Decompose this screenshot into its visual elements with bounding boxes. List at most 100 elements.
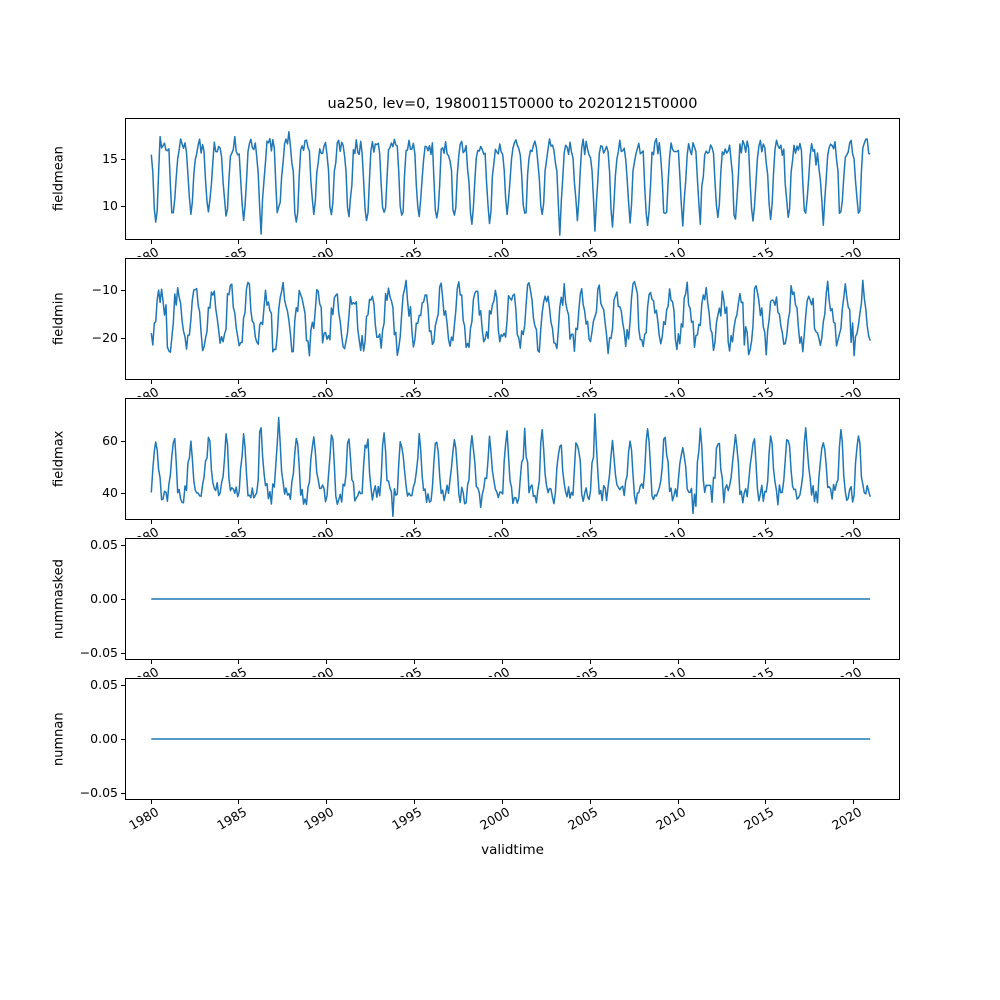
x-tick-label: 2010 [653,664,688,677]
y-tick-label: 40 [102,484,118,500]
x-tick-mark [326,380,328,384]
x-tick-mark [589,380,591,384]
x-tick-label: 1980 [126,804,162,833]
x-tick-mark [414,520,416,524]
x-tick-mark [501,800,503,804]
x-tick-mark [853,380,855,384]
x-tick-mark [326,240,328,244]
x-tick-mark [853,520,855,524]
x-tick-label: 1990 [302,244,337,257]
x-tick-mark [853,240,855,244]
x-tick-label: 2005 [565,244,600,257]
x-tick-label: 2020 [829,244,864,257]
x-tick-mark [326,520,328,524]
x-tick-label: 2000 [477,384,512,397]
x-tick-mark [501,380,503,384]
y-axis-label-fieldmax: fieldmax [51,430,67,488]
y-tick-mark [121,685,125,687]
x-tick-mark [501,660,503,664]
line-series-fieldmean [150,131,871,236]
x-tick-mark [238,800,240,804]
x-tick-label: 1995 [390,524,425,537]
x-tick-label: 1990 [302,664,337,677]
x-tick-mark [589,240,591,244]
x-tick-label: 2000 [477,524,512,537]
x-tick-mark [238,380,240,384]
x-tick-label: 2010 [653,804,689,833]
y-tick-mark [121,338,125,340]
subplot-fieldmin: fieldmin −10 −20 1980 1985 1990 1995 2000 2005 2… [0,258,1000,420]
line-series-fieldmin [150,279,871,357]
x-tick-strip: 1980 1985 1990 1995 2000 2005 2010 2015 2020 [0,661,1000,677]
x-tick-label: 2000 [477,804,513,833]
x-tick-label: 2020 [829,524,864,537]
x-tick-mark [238,240,240,244]
line-series-numnan [151,738,871,740]
x-tick-label: 2015 [741,524,776,537]
y-tick-mark [121,652,125,654]
x-tick-mark [326,660,328,664]
y-tick-label: 10 [102,198,118,214]
axes-numnan [125,678,900,800]
y-tick-label: 0.05 [90,537,118,553]
y-tick-mark [121,792,125,794]
x-tick-mark [677,380,679,384]
y-tick-label: 0.00 [90,591,118,606]
x-tick-mark [150,380,152,384]
line-series-nummasked [151,598,871,600]
x-tick-mark [414,800,416,804]
x-tick-label: 2010 [653,524,688,537]
y-tick-label: 0.05 [90,677,118,693]
x-tick-label: 1990 [302,384,337,397]
subplot-fieldmean: fieldmean 15 10 1980 1985 1990 1995 2000 2005 20… [0,118,1000,280]
y-tick-label: 60 [102,432,118,448]
line-series-fieldmax [150,413,871,518]
y-tick-mark [121,545,125,547]
x-tick-mark [765,660,767,664]
subplot-numnan: numnan 0.05 0.00 −0.05 1980 1985 1990 1995 2000… [0,678,1000,840]
axes-nummasked [125,538,900,660]
y-tick-label: −0.05 [79,644,118,660]
x-tick-mark [589,660,591,664]
y-tick-mark [121,599,125,600]
x-tick-mark [150,800,152,804]
x-tick-mark [414,380,416,384]
x-tick-label: 2020 [829,384,864,397]
x-tick-strip: 1980 1985 1990 1995 2000 2005 2010 2015 2020 [0,521,1000,537]
x-tick-label: 1995 [390,664,425,677]
y-axis-label-fieldmean: fieldmean [51,146,67,212]
x-tick-mark [150,660,152,664]
x-tick-mark [853,660,855,664]
x-tick-label: 2015 [741,664,776,677]
x-tick-label: 2010 [653,244,688,257]
x-tick-mark [150,240,152,244]
x-tick-label: 1985 [214,244,249,257]
x-tick-mark [238,520,240,524]
axes-fieldmean [125,118,900,240]
x-tick-label: 1995 [389,804,425,833]
y-tick-mark [121,440,125,442]
x-tick-strip: 1980 1985 1990 1995 2000 2005 2010 2015 2020 [0,381,1000,397]
x-tick-label: 1980 [126,384,161,397]
x-tick-label: 1995 [390,384,425,397]
x-tick-label: 2015 [740,804,776,833]
x-tick-label: 1985 [214,384,249,397]
y-tick-mark [121,159,125,161]
x-axis-label: validtime [481,842,544,858]
x-tick-label: 2000 [477,664,512,677]
x-tick-label: 2005 [565,804,601,833]
x-tick-label: 2010 [653,384,688,397]
subplot-nummasked: nummasked 0.050.00−0.0519801985199019952… [0,538,1000,700]
x-tick-mark [677,660,679,664]
x-tick-label: 1990 [302,524,337,537]
x-tick-label: 2015 [741,244,776,257]
x-tick-label: 1985 [214,524,249,537]
x-tick-label: 2020 [828,804,864,833]
x-tick-mark [765,800,767,804]
y-tick-label: −20 [91,330,118,346]
x-tick-label: 1990 [301,804,337,833]
x-tick-mark [414,660,416,664]
x-tick-label: 1995 [390,244,425,257]
x-tick-mark [150,520,152,524]
